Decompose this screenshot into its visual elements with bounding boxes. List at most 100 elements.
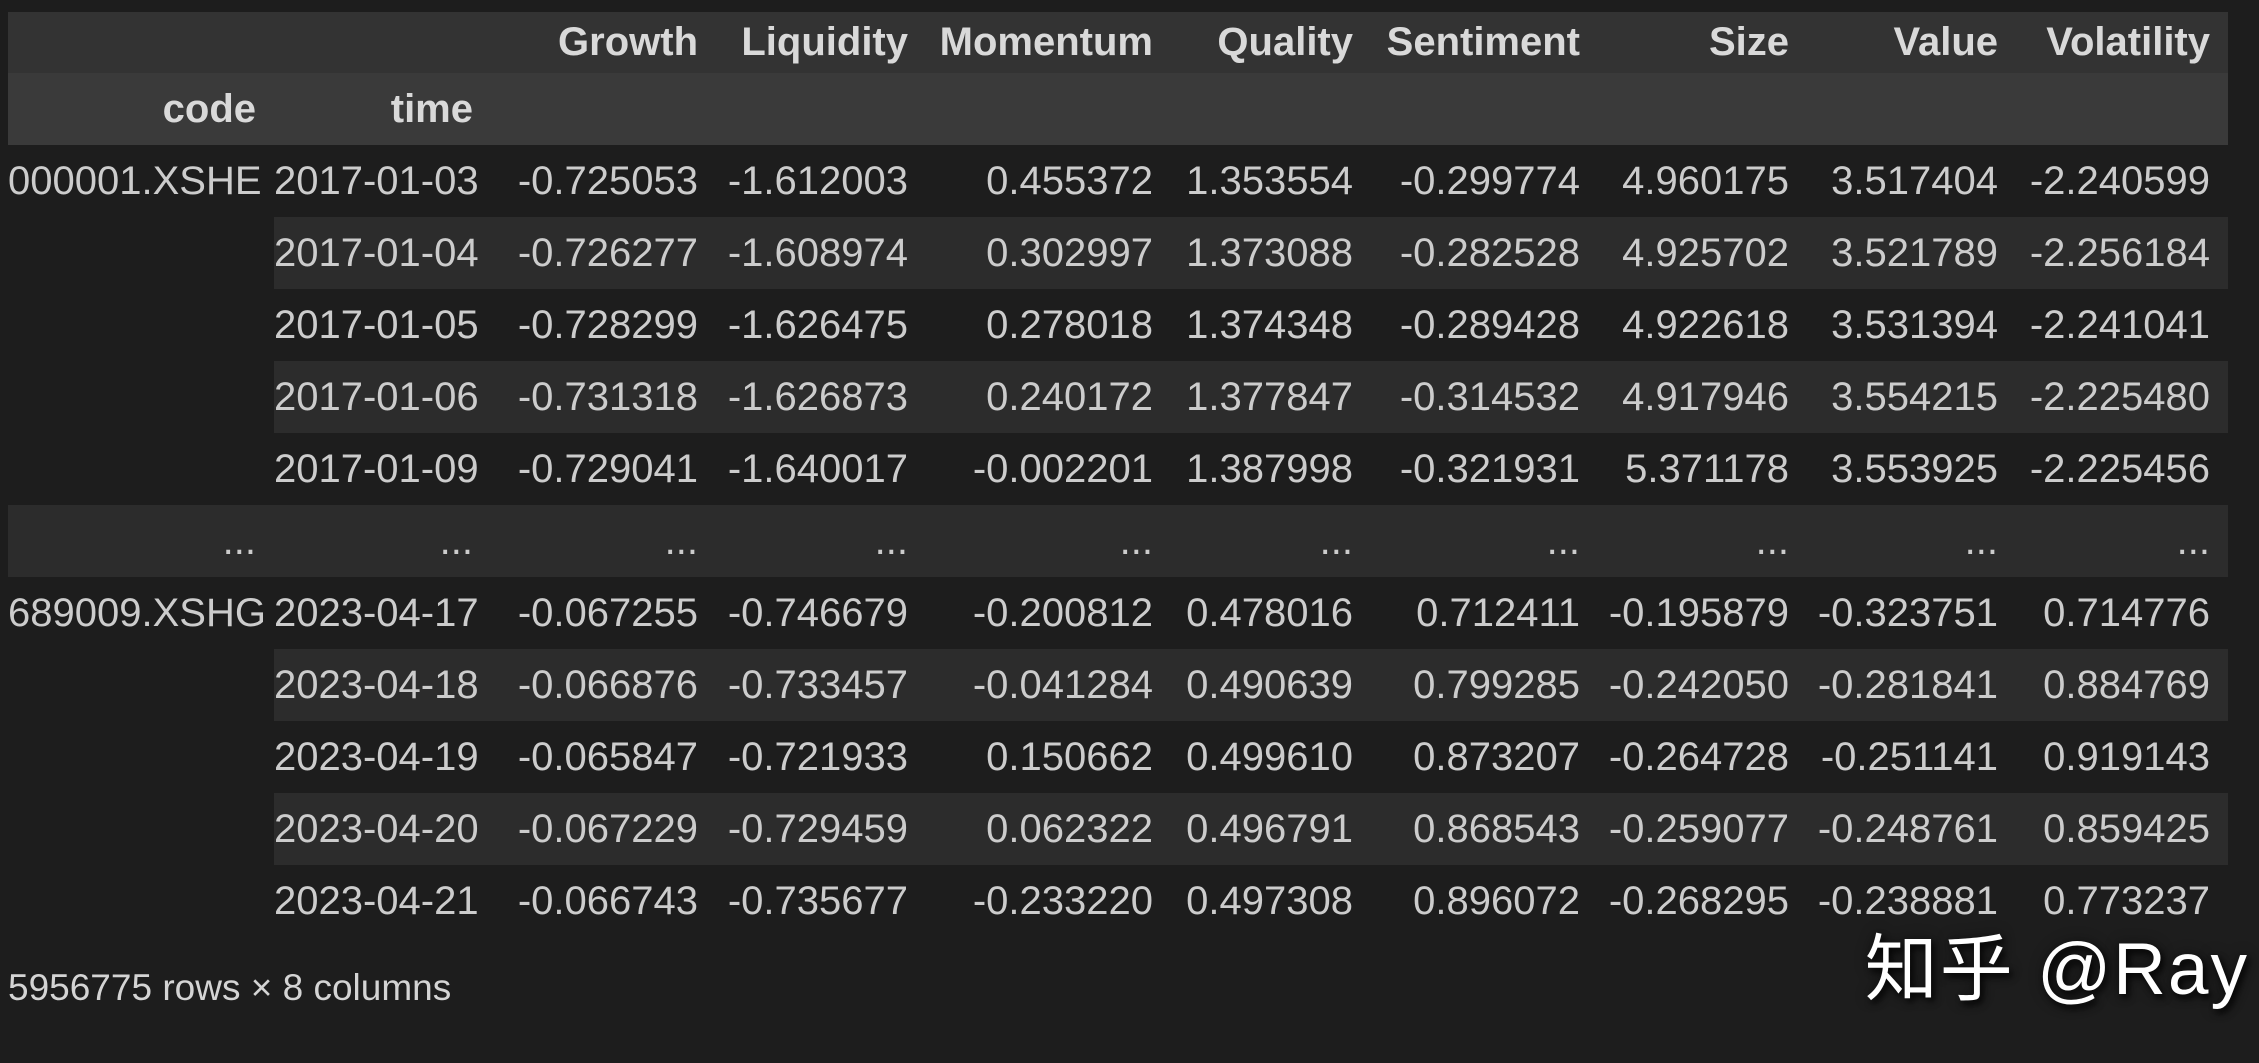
- time-index-cell: ...: [274, 505, 491, 577]
- column-header-sentiment: Sentiment: [1371, 12, 1598, 73]
- value-cell: 1.374348: [1171, 289, 1371, 361]
- table-body: 000001.XSHE 2017-01-03 -0.725053 -1.612003 0…: [8, 145, 2228, 937]
- value-cell: -0.746679: [716, 577, 926, 649]
- value-cell: -0.195879: [1598, 577, 1807, 649]
- time-index-cell: 2023-04-20: [274, 793, 491, 865]
- watermark: 知乎 @Ray: [1864, 929, 2249, 1010]
- column-header-value: Value: [1807, 12, 2016, 73]
- value-cell: 3.517404: [1807, 145, 2016, 217]
- value-cell: ...: [1598, 505, 1807, 577]
- value-cell: 0.490639: [1171, 649, 1371, 721]
- value-cell: -0.281841: [1807, 649, 2016, 721]
- value-cell: -0.735677: [716, 865, 926, 937]
- value-cell: -2.240599: [2016, 145, 2228, 217]
- value-cell: 1.387998: [1171, 433, 1371, 505]
- value-cell: ...: [2016, 505, 2228, 577]
- value-cell: 0.278018: [926, 289, 1171, 361]
- header-spacer-cell: [716, 73, 926, 145]
- value-cell: 0.868543: [1371, 793, 1598, 865]
- table-row: 2023-04-21 -0.066743 -0.735677 -0.233220 0.4…: [8, 865, 2228, 937]
- header-spacer-cell: [1371, 73, 1598, 145]
- value-cell: 0.714776: [2016, 577, 2228, 649]
- value-cell: -2.225456: [2016, 433, 2228, 505]
- value-cell: -0.323751: [1807, 577, 2016, 649]
- header-spacer-cell: [1598, 73, 1807, 145]
- value-cell: -0.721933: [716, 721, 926, 793]
- value-cell: -0.065847: [491, 721, 716, 793]
- value-cell: -0.242050: [1598, 649, 1807, 721]
- value-cell: 1.377847: [1171, 361, 1371, 433]
- value-cell: -0.299774: [1371, 145, 1598, 217]
- index-header-time: time: [274, 73, 491, 145]
- value-cell: 4.917946: [1598, 361, 1807, 433]
- table-row: 689009.XSHG 2023-04-17 -0.067255 -0.746679-…: [8, 577, 2228, 937]
- ellipsis-row: ..............................: [8, 505, 2228, 577]
- index-header-row: code time: [8, 73, 2228, 145]
- value-cell: -0.066743: [491, 865, 716, 937]
- value-cell: 3.553925: [1807, 433, 2016, 505]
- value-cell: -0.067255: [491, 577, 716, 649]
- value-cell: -0.233220: [926, 865, 1171, 937]
- value-cell: -0.067229: [491, 793, 716, 865]
- value-cell: 0.919143: [2016, 721, 2228, 793]
- value-cell: ...: [1171, 505, 1371, 577]
- value-cell: -0.066876: [491, 649, 716, 721]
- value-cell: 0.478016: [1171, 577, 1371, 649]
- value-cell: -0.041284: [926, 649, 1171, 721]
- column-header-row: Growth Liquidity Momentum Quality Sentiment S…: [8, 12, 2228, 73]
- value-cell: 5.371178: [1598, 433, 1807, 505]
- table-row: 2017-01-09 -0.729041 -1.640017 -0.002201 1.3…: [8, 433, 2228, 505]
- time-index-cell: 2017-01-05: [274, 289, 491, 361]
- header-spacer-cell: [926, 73, 1171, 145]
- value-cell: -1.608974: [716, 217, 926, 289]
- value-cell: -0.264728: [1598, 721, 1807, 793]
- column-header-volatility: Volatility: [2016, 12, 2228, 73]
- column-header-growth: Growth: [491, 12, 716, 73]
- time-index-cell: 2017-01-04: [274, 217, 491, 289]
- value-cell: -0.731318: [491, 361, 716, 433]
- value-cell: ...: [926, 505, 1171, 577]
- header-spacer-cell: [2016, 73, 2228, 145]
- value-cell: -0.002201: [926, 433, 1171, 505]
- value-cell: -1.612003: [716, 145, 926, 217]
- header-spacer-cell: [8, 12, 274, 73]
- value-cell: 0.799285: [1371, 649, 1598, 721]
- time-index-cell: 2023-04-17: [274, 577, 491, 649]
- code-index-cell: 000001.XSHE: [8, 145, 274, 505]
- header-spacer-cell: [1807, 73, 2016, 145]
- value-cell: 0.499610: [1171, 721, 1371, 793]
- value-cell: -0.728299: [491, 289, 716, 361]
- table-row: 2017-01-06 -0.731318 -1.626873 0.240172 1.37…: [8, 361, 2228, 433]
- table-row: 2023-04-18 -0.066876 -0.733457 -0.041284 0.4…: [8, 649, 2228, 721]
- value-cell: -1.626873: [716, 361, 926, 433]
- value-cell: -0.726277: [491, 217, 716, 289]
- value-cell: -0.733457: [716, 649, 926, 721]
- value-cell: ...: [1807, 505, 2016, 577]
- table-row: 000001.XSHE 2017-01-03 -0.725053 -1.612003 0…: [8, 145, 2228, 505]
- value-cell: 0.496791: [1171, 793, 1371, 865]
- column-header-quality: Quality: [1171, 12, 1371, 73]
- time-index-cell: 2023-04-19: [274, 721, 491, 793]
- table-row: 2017-01-05 -0.728299 -1.626475 0.278018 1.37…: [8, 289, 2228, 361]
- table-header: Growth Liquidity Momentum Quality Sentiment S…: [8, 12, 2228, 145]
- value-cell: ...: [491, 505, 716, 577]
- code-index-cell: ...: [8, 505, 274, 577]
- value-cell: 4.925702: [1598, 217, 1807, 289]
- index-header-code: code: [8, 73, 274, 145]
- value-cell: -0.321931: [1371, 433, 1598, 505]
- value-cell: 0.302997: [926, 217, 1171, 289]
- value-cell: -0.238881: [1807, 865, 2016, 937]
- value-cell: 0.884769: [2016, 649, 2228, 721]
- time-index-cell: 2023-04-18: [274, 649, 491, 721]
- table-row: 2017-01-04 -0.726277 -1.608974 0.302997 1.37…: [8, 217, 2228, 289]
- value-cell: -0.314532: [1371, 361, 1598, 433]
- value-cell: 0.859425: [2016, 793, 2228, 865]
- value-cell: ...: [716, 505, 926, 577]
- value-cell: 3.521789: [1807, 217, 2016, 289]
- value-cell: -0.729041: [491, 433, 716, 505]
- value-cell: 1.373088: [1171, 217, 1371, 289]
- column-header-size: Size: [1598, 12, 1807, 73]
- value-cell: 3.531394: [1807, 289, 2016, 361]
- value-cell: -0.268295: [1598, 865, 1807, 937]
- dataframe-table: Growth Liquidity Momentum Quality Sentiment S…: [8, 12, 2228, 937]
